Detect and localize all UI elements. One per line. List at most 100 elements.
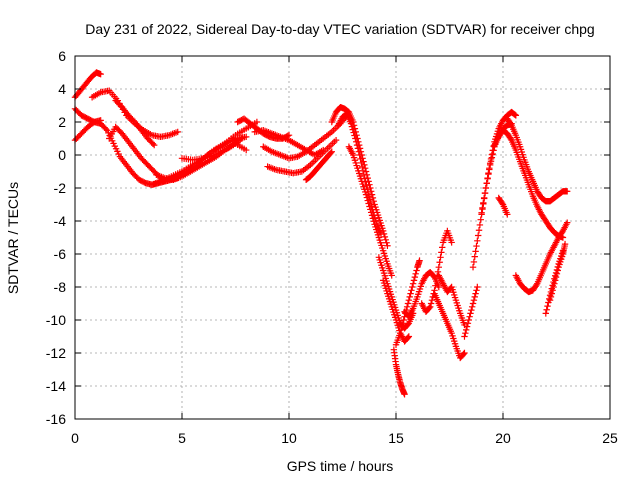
data-point xyxy=(357,155,364,163)
y-tick-label: 0 xyxy=(58,147,66,163)
data-point xyxy=(464,320,472,327)
data-point xyxy=(411,273,419,281)
data-point xyxy=(436,259,443,266)
series-arc-21 xyxy=(390,346,408,398)
data-point xyxy=(427,300,435,307)
series-arc-4 xyxy=(88,87,181,141)
data-point xyxy=(348,123,356,130)
data-point xyxy=(355,148,362,155)
data-point xyxy=(468,306,475,314)
data-point xyxy=(433,277,440,285)
data-point xyxy=(409,283,416,291)
data-point xyxy=(489,147,496,154)
data-point xyxy=(368,212,376,219)
data-point xyxy=(480,199,487,207)
data-point xyxy=(412,270,419,277)
data-point xyxy=(479,204,486,211)
data-point xyxy=(448,239,455,246)
data-point xyxy=(366,181,373,188)
data-point xyxy=(426,304,433,311)
data-point xyxy=(473,242,480,250)
data-point xyxy=(362,191,370,198)
y-tick-label: -8 xyxy=(54,279,67,295)
data-point xyxy=(383,239,390,246)
series-arc-22 xyxy=(392,257,423,348)
data-point xyxy=(381,233,389,241)
data-point xyxy=(477,216,484,223)
y-axis-label: SDTVAR / TECUs xyxy=(5,182,21,294)
series-arc-12 xyxy=(251,127,327,159)
x-axis-label: GPS time / hours xyxy=(287,458,394,474)
data-point xyxy=(486,160,494,167)
data-point xyxy=(398,323,406,330)
x-tick-label: 15 xyxy=(388,430,404,446)
series-arc-30 xyxy=(491,127,567,241)
data-point xyxy=(367,184,374,192)
y-tick-label: -2 xyxy=(54,180,67,196)
data-point xyxy=(549,287,556,294)
data-point xyxy=(564,219,571,226)
y-tick-label: -4 xyxy=(54,213,67,229)
data-point xyxy=(400,316,407,324)
data-point xyxy=(461,349,468,357)
data-point xyxy=(435,264,442,271)
x-tick-label: 25 xyxy=(602,430,618,446)
data-point xyxy=(349,126,356,133)
data-point xyxy=(399,320,407,327)
chart-title: Day 231 of 2022, Sidereal Day-to-day VTE… xyxy=(85,21,594,37)
data-point xyxy=(384,242,391,249)
data-point xyxy=(474,232,482,239)
data-point xyxy=(369,215,377,222)
data-point xyxy=(363,182,370,189)
data-point xyxy=(561,240,569,248)
y-tick-label: 2 xyxy=(58,114,66,130)
data-point xyxy=(370,218,377,225)
data-point xyxy=(461,333,468,340)
data-point xyxy=(474,283,481,291)
x-tick-label: 0 xyxy=(71,430,79,446)
data-point xyxy=(364,197,371,204)
data-point xyxy=(473,287,480,294)
data-point xyxy=(511,111,519,118)
data-point xyxy=(347,120,355,127)
data-point xyxy=(488,151,496,158)
y-tick-label: 4 xyxy=(58,81,66,97)
data-point xyxy=(507,135,514,143)
data-point xyxy=(476,221,484,229)
series-arc-35 xyxy=(546,240,569,304)
data-point xyxy=(253,118,261,126)
series-arc-18 xyxy=(345,143,395,279)
data-point xyxy=(462,326,470,334)
data-point xyxy=(363,194,371,201)
x-tick-label: 5 xyxy=(178,430,186,446)
data-point xyxy=(413,267,420,274)
data-point xyxy=(379,227,387,235)
y-tick-label: -6 xyxy=(54,246,67,262)
data-point xyxy=(174,128,181,136)
data-point xyxy=(435,283,442,291)
data-point xyxy=(564,188,571,195)
data-point xyxy=(480,194,488,202)
data-point xyxy=(97,117,104,124)
data-point xyxy=(475,227,483,234)
data-point xyxy=(102,125,110,133)
data-point xyxy=(554,267,561,274)
series-arc-32 xyxy=(495,194,511,218)
axis-ticks xyxy=(74,55,611,420)
data-point xyxy=(238,135,246,142)
data-point xyxy=(472,290,479,297)
data-point xyxy=(544,302,551,310)
data-point xyxy=(463,323,471,330)
data-point xyxy=(358,159,365,167)
data-point xyxy=(405,297,413,304)
data-point xyxy=(439,244,446,251)
data-point xyxy=(405,333,413,340)
data-point xyxy=(553,270,561,277)
data-point xyxy=(466,313,473,320)
y-tick-label: -16 xyxy=(46,411,66,427)
plot-frame xyxy=(74,55,611,420)
data-point xyxy=(351,132,358,139)
data-point xyxy=(332,136,340,144)
data-point xyxy=(438,249,445,256)
